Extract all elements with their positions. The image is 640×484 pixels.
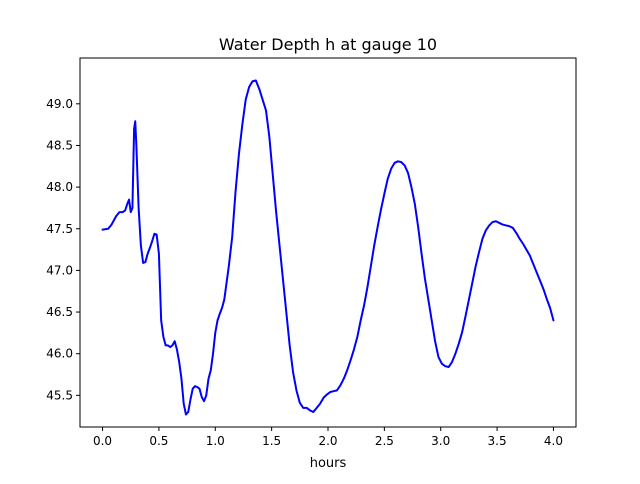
x-tick-label: 3.0 — [431, 434, 450, 448]
x-tick-label: 2.0 — [318, 434, 337, 448]
y-tick-label: 48.0 — [46, 180, 73, 194]
x-tick-label: 1.0 — [206, 434, 225, 448]
y-tick-label: 47.5 — [46, 222, 73, 236]
x-tick-label: 4.0 — [544, 434, 563, 448]
x-tick-label: 1.5 — [262, 434, 281, 448]
x-tick-label: 3.5 — [488, 434, 507, 448]
y-tick-label: 46.0 — [46, 347, 73, 361]
y-tick-label: 49.0 — [46, 97, 73, 111]
series-line-0 — [101, 79, 555, 416]
x-axis-label: hours — [310, 456, 347, 471]
y-tick-label: 48.5 — [46, 138, 73, 152]
x-tick-label: 2.5 — [375, 434, 394, 448]
y-tick-label: 47.0 — [46, 263, 73, 277]
y-tick-label: 46.5 — [46, 305, 73, 319]
y-tick-label: 45.5 — [46, 388, 73, 402]
x-tick-label: 0.5 — [149, 434, 168, 448]
plot-area: 0.0 0.5 1.0 1.5 2.0 2.5 3.0 3.5 4.0 45.5 46.0 46.5 4… — [46, 57, 577, 448]
chart-title: Water Depth h at gauge 10 — [219, 35, 437, 54]
x-tick-label: 0.0 — [93, 434, 112, 448]
